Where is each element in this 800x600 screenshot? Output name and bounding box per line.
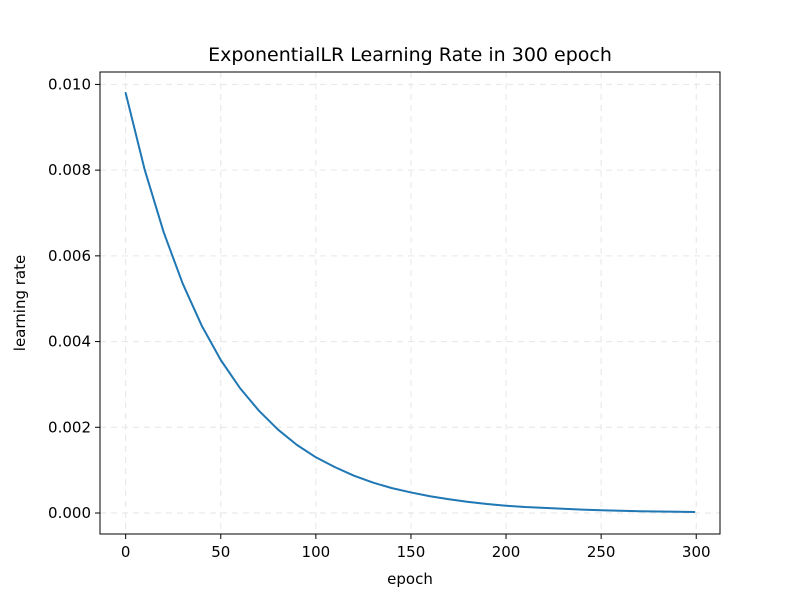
x-tick-label: 150 bbox=[397, 543, 426, 561]
x-tick-label: 0 bbox=[121, 543, 131, 561]
x-tick-label: 50 bbox=[211, 543, 230, 561]
y-tick-label: 0.004 bbox=[48, 333, 91, 351]
y-tick-label: 0.002 bbox=[48, 418, 91, 436]
y-axis-ticks: 0.000 0.002 0.004 0.006 0.008 0.010 bbox=[48, 75, 100, 522]
x-tick-label: 300 bbox=[682, 543, 711, 561]
grid bbox=[100, 72, 720, 534]
series-layer bbox=[124, 92, 696, 513]
series-line bbox=[124, 92, 696, 513]
y-tick-label: 0.010 bbox=[48, 75, 91, 93]
chart-title: ExponentialLR Learning Rate in 300 epoch bbox=[208, 44, 612, 66]
x-tick-label: 200 bbox=[492, 543, 521, 561]
x-tick-label: 250 bbox=[587, 543, 616, 561]
y-tick-label: 0.000 bbox=[48, 504, 91, 522]
y-tick-label: 0.008 bbox=[48, 161, 91, 179]
plot-frame bbox=[99, 71, 721, 535]
x-tick-label: 100 bbox=[302, 543, 331, 561]
y-tick-label: 0.006 bbox=[48, 247, 91, 265]
y-axis-label: learning rate bbox=[11, 255, 29, 351]
x-axis-ticks: 0 50 100 150 200 250 300 bbox=[121, 534, 711, 561]
x-axis-label: epoch bbox=[387, 570, 433, 588]
